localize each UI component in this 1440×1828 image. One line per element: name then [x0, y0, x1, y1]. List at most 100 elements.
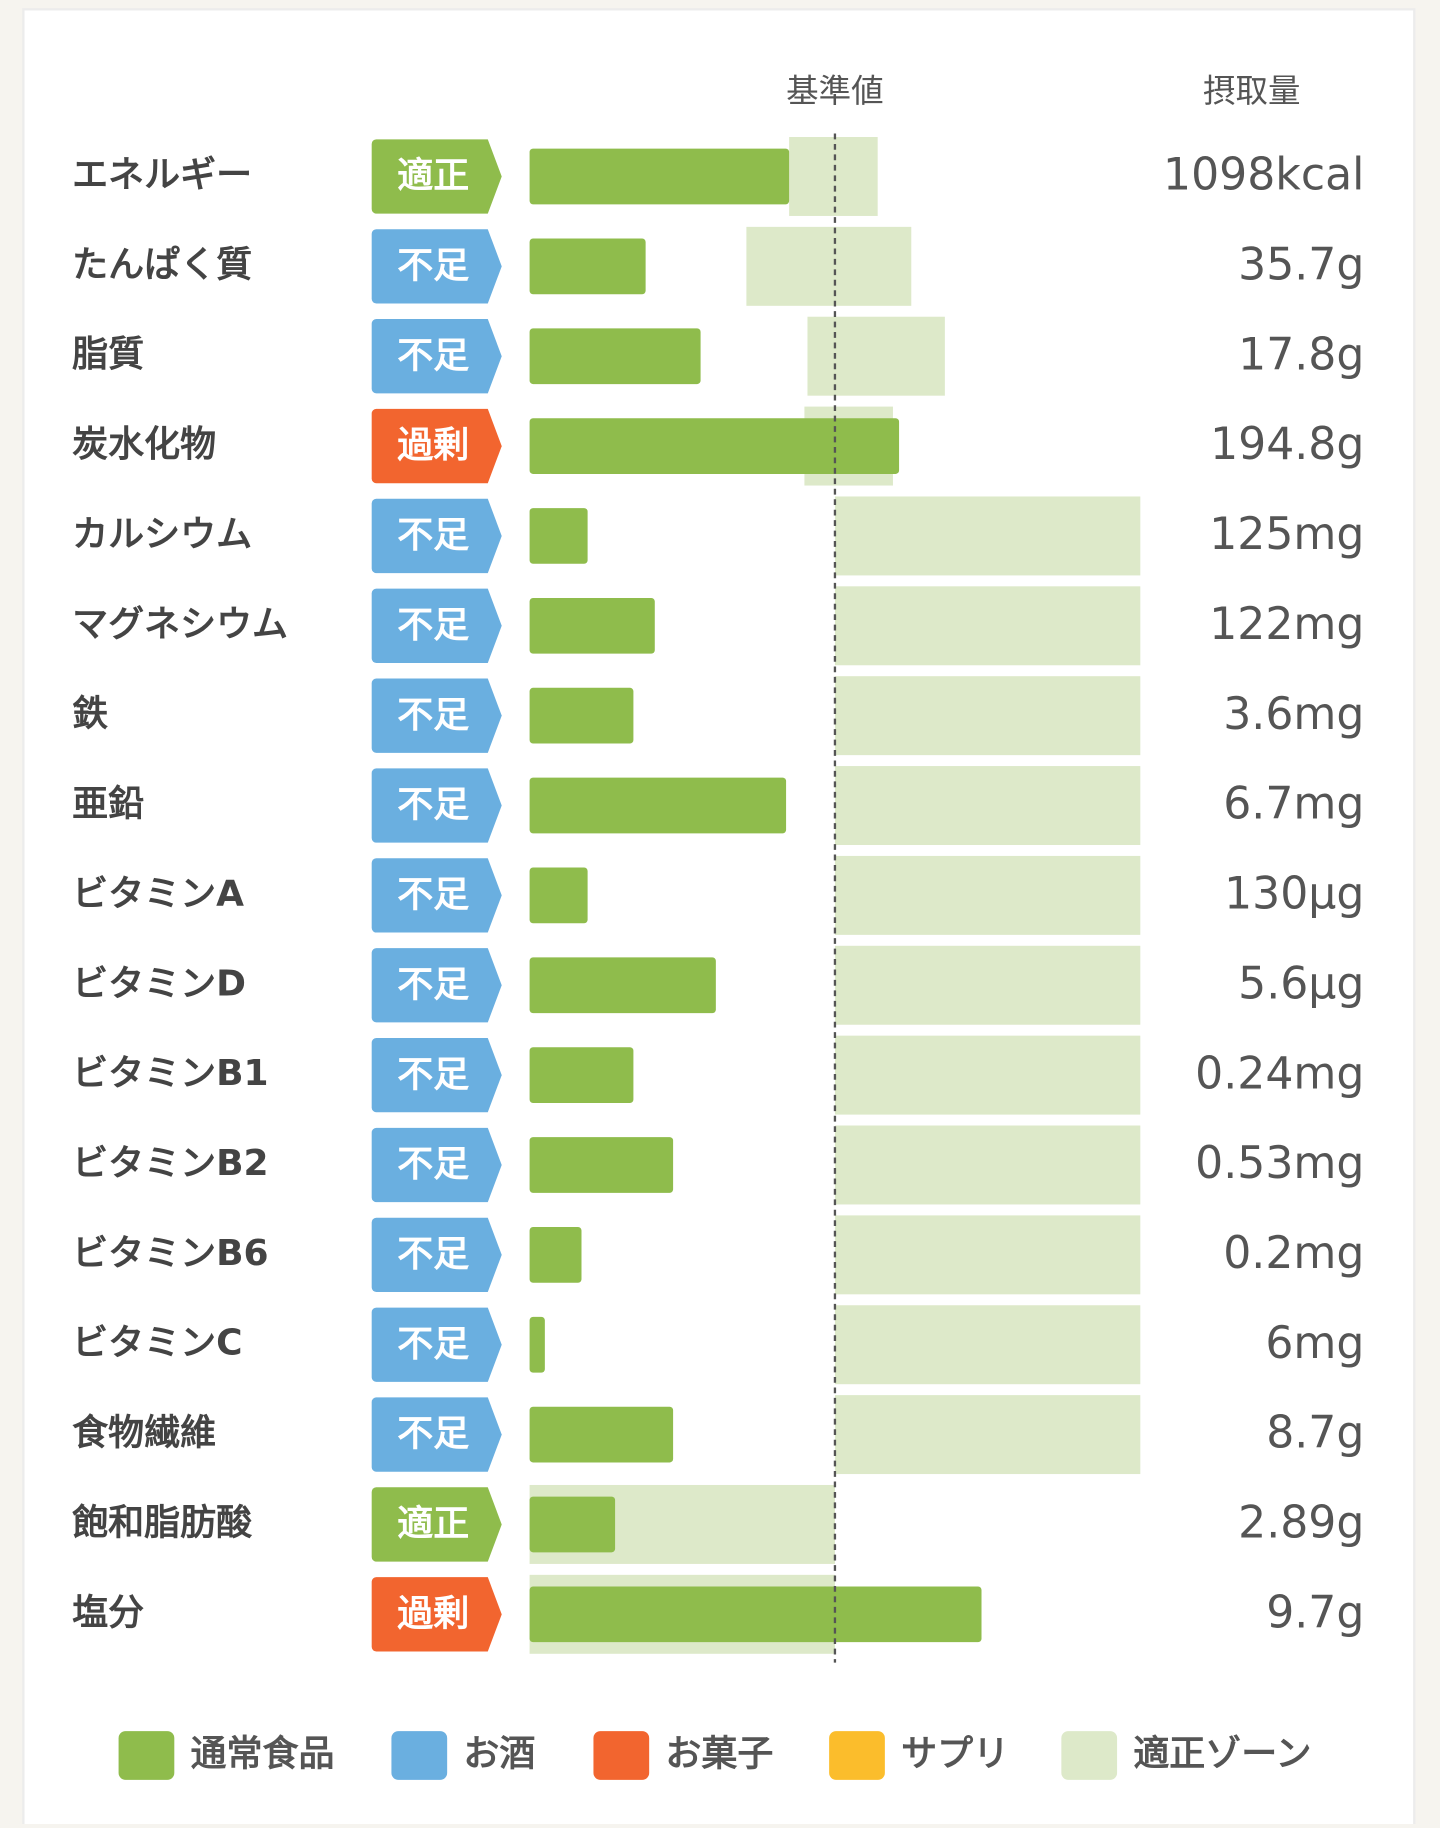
- legend-swatch: [593, 1731, 650, 1780]
- intake-header: 摂取量: [1203, 72, 1301, 110]
- legend-swatch: [1061, 1731, 1118, 1780]
- status-label: 不足: [397, 1144, 469, 1185]
- nutrient-label: カルシウム: [72, 514, 252, 555]
- status-label: 過剰: [397, 425, 469, 466]
- status-badge: [371, 408, 502, 484]
- intake-amount: 130μg: [1224, 869, 1364, 920]
- status-badge: [371, 678, 502, 753]
- intake-amount: 6.7mg: [1223, 779, 1364, 830]
- status-label: 不足: [397, 1414, 469, 1455]
- zone: [789, 137, 878, 216]
- intake-bar: [529, 687, 634, 744]
- zone: [834, 1395, 1141, 1475]
- zone: [746, 226, 912, 306]
- zone: [834, 676, 1141, 756]
- intake-bar: [529, 418, 900, 474]
- intake-amount: 17.8g: [1238, 329, 1364, 380]
- intake-amount: 6mg: [1265, 1318, 1364, 1369]
- intake-amount: 122mg: [1209, 599, 1364, 650]
- nutrient-label: 脂質: [72, 334, 144, 375]
- intake-amount: 2.89g: [1238, 1498, 1364, 1549]
- intake-amount: 125mg: [1209, 509, 1364, 560]
- zone: [834, 1305, 1141, 1385]
- intake-bar: [529, 508, 588, 564]
- intake-bar: [529, 1047, 634, 1103]
- legend-label: お酒: [463, 1733, 535, 1774]
- zone: [807, 316, 945, 396]
- intake-bar: [529, 1137, 674, 1193]
- intake-bar: [529, 1226, 582, 1283]
- intake-bar: [529, 1496, 616, 1553]
- nutrient-label: ビタミンA: [72, 873, 244, 914]
- status-badge: [371, 229, 502, 304]
- nutrient-label: たんぱく質: [72, 244, 252, 285]
- status-label: 適正: [397, 1504, 469, 1545]
- nutrient-label: ビタミンB6: [72, 1233, 268, 1274]
- status-label: 不足: [397, 1324, 469, 1365]
- status-label: 不足: [397, 335, 469, 376]
- status-label: 不足: [397, 605, 469, 646]
- status-label: 不足: [397, 1234, 469, 1275]
- intake-bar: [529, 777, 787, 834]
- status-label: 不足: [397, 515, 469, 556]
- intake-bar: [529, 597, 655, 654]
- status-label: 適正: [397, 156, 469, 197]
- status-badge: [371, 1217, 502, 1293]
- zone: [834, 945, 1141, 1025]
- zone: [834, 855, 1141, 935]
- legend-label: 適正ゾーン: [1133, 1733, 1311, 1774]
- nutrient-label: 塩分: [72, 1592, 144, 1633]
- intake-amount: 8.7g: [1266, 1408, 1364, 1459]
- legend-swatch: [118, 1731, 175, 1780]
- nutrient-label: 亜鉛: [72, 784, 144, 825]
- status-label: 不足: [397, 964, 469, 1005]
- intake-amount: 35.7g: [1238, 240, 1364, 291]
- nutrient-label: 食物繊維: [72, 1413, 216, 1454]
- nutrient-label: 鉄: [72, 694, 108, 735]
- reference-header: 基準値: [786, 72, 884, 110]
- status-badge: [371, 1577, 502, 1652]
- intake-amount: 1098kcal: [1163, 150, 1364, 201]
- status-badge: [371, 1037, 502, 1113]
- zone: [834, 766, 1141, 846]
- intake-bar: [529, 328, 701, 385]
- status-badge: [371, 1127, 502, 1203]
- intake-bar: [529, 238, 646, 295]
- status-badge: [371, 1307, 502, 1382]
- status-badge: [371, 948, 502, 1023]
- intake-amount: 0.24mg: [1195, 1048, 1364, 1099]
- status-label: 不足: [397, 246, 469, 287]
- intake-amount: 9.7g: [1266, 1587, 1364, 1638]
- intake-bar: [529, 1406, 674, 1463]
- intake-bar: [529, 1316, 545, 1373]
- status-badge: [371, 319, 502, 394]
- status-label: 不足: [397, 1054, 469, 1095]
- status-badge: [371, 139, 502, 214]
- nutrient-label: マグネシウム: [72, 604, 288, 645]
- nutrient-label: ビタミンD: [72, 963, 246, 1004]
- status-badge: [371, 498, 502, 574]
- intake-bar: [529, 148, 790, 205]
- nutrient-label: ビタミンC: [72, 1323, 242, 1364]
- nutrient-label: 炭水化物: [72, 424, 216, 465]
- status-badge: [371, 588, 502, 663]
- intake-bar: [529, 867, 588, 924]
- intake-bar: [529, 957, 716, 1014]
- nutrient-label: エネルギー: [72, 154, 252, 195]
- zone: [834, 586, 1141, 666]
- intake-amount: 3.6mg: [1223, 689, 1364, 740]
- intake-amount: 194.8g: [1210, 419, 1364, 470]
- nutrient-label: 飽和脂肪酸: [72, 1502, 252, 1543]
- zone: [834, 496, 1141, 576]
- zone: [834, 1125, 1141, 1205]
- legend-label: 通常食品: [191, 1733, 335, 1774]
- legend-label: お菓子: [665, 1733, 773, 1774]
- status-label: 不足: [397, 785, 469, 826]
- intake-amount: 5.6μg: [1238, 958, 1364, 1009]
- intake-amount: 0.2mg: [1223, 1228, 1364, 1279]
- zone: [834, 1215, 1141, 1295]
- nutrient-label: ビタミンB2: [72, 1143, 268, 1184]
- status-badge: [371, 1397, 502, 1472]
